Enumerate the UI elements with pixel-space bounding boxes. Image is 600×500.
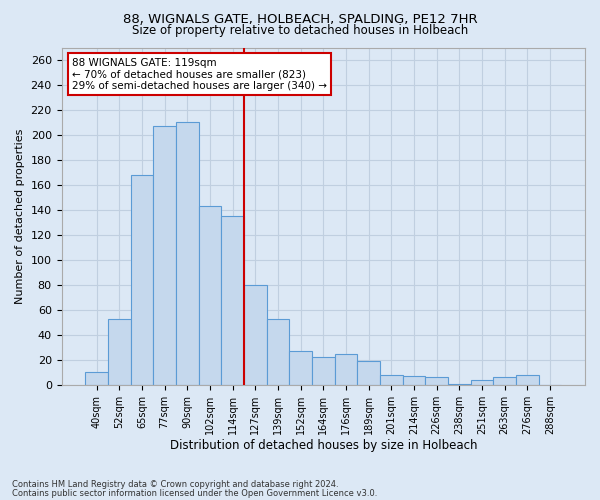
Text: 88 WIGNALS GATE: 119sqm
← 70% of detached houses are smaller (823)
29% of semi-d: 88 WIGNALS GATE: 119sqm ← 70% of detache… (72, 58, 327, 91)
Bar (199, 206, 221, 385)
Bar (244, 285, 266, 385)
Bar (154, 126, 176, 385)
Bar (289, 351, 312, 385)
Bar (448, 384, 470, 385)
Bar (312, 358, 335, 385)
Bar (176, 122, 199, 385)
Bar (425, 378, 448, 385)
Text: 88, WIGNALS GATE, HOLBEACH, SPALDING, PE12 7HR: 88, WIGNALS GATE, HOLBEACH, SPALDING, PE… (122, 12, 478, 26)
Bar (335, 354, 357, 385)
Bar (85, 372, 108, 385)
Bar (221, 216, 244, 385)
Bar (380, 375, 403, 385)
Bar (266, 318, 289, 385)
Y-axis label: Number of detached properties: Number of detached properties (15, 128, 25, 304)
Bar (403, 376, 425, 385)
Bar (108, 318, 131, 385)
Text: Size of property relative to detached houses in Holbeach: Size of property relative to detached ho… (132, 24, 468, 37)
Bar (516, 375, 539, 385)
Bar (131, 175, 154, 385)
X-axis label: Distribution of detached houses by size in Holbeach: Distribution of detached houses by size … (170, 440, 477, 452)
Text: Contains HM Land Registry data © Crown copyright and database right 2024.: Contains HM Land Registry data © Crown c… (12, 480, 338, 489)
Bar (357, 361, 380, 385)
Text: Contains public sector information licensed under the Open Government Licence v3: Contains public sector information licen… (12, 488, 377, 498)
Bar (493, 378, 516, 385)
Bar (470, 380, 493, 385)
